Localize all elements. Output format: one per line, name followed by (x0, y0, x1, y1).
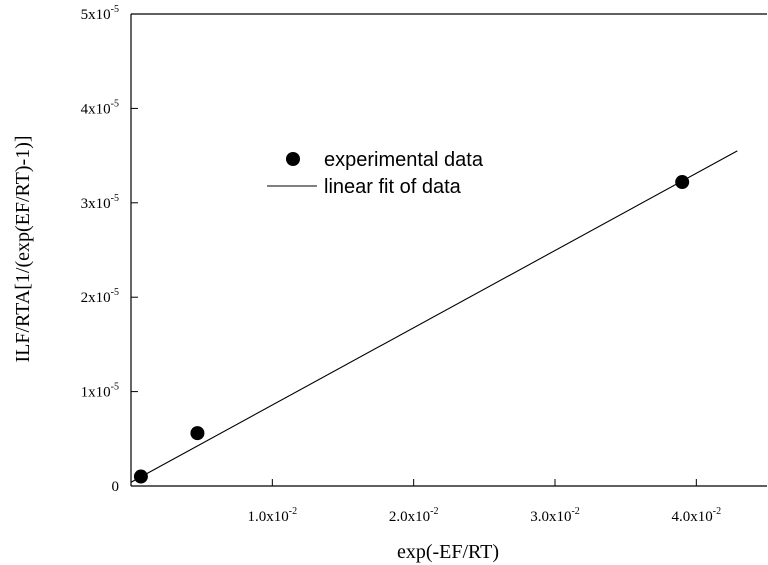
fit-line (130, 150, 738, 483)
legend: experimental data linear fit of data (267, 149, 484, 198)
data-point (675, 175, 690, 190)
x-axis: 1.0x10-2 2.0x10-2 3.0x10-2 4.0x10-2 (248, 479, 722, 525)
x-tick-label: 4.0x10-2 (672, 506, 722, 525)
data-point (190, 426, 205, 441)
legend-marker-experimental (286, 152, 300, 166)
y-tick-label: 3x10-5 (81, 193, 119, 212)
y-tick-label: 0 (112, 479, 120, 495)
series-layer (130, 150, 738, 484)
x-tick-label: 2.0x10-2 (389, 506, 439, 525)
x-tick-label: 1.0x10-2 (248, 506, 298, 525)
plot-frame (130, 13, 767, 487)
y-tick-label: 5x10-5 (81, 4, 119, 23)
x-axis-title: exp(-EF/RT) (397, 541, 499, 563)
y-axis: 0 1x10-5 2x10-5 3x10-5 4x10-5 5x10-5 (81, 4, 138, 495)
y-axis-title: ILF/RTA[1/(exp(EF/RT)-1)] (12, 135, 34, 362)
x-tick-label: 3.0x10-2 (530, 506, 580, 525)
legend-label-experimental: experimental data (324, 149, 484, 171)
data-point (133, 469, 148, 484)
legend-label-fit: linear fit of data (324, 176, 462, 198)
y-tick-label: 4x10-5 (81, 98, 119, 117)
y-tick-label: 1x10-5 (81, 382, 119, 401)
y-tick-label: 2x10-5 (81, 287, 119, 306)
